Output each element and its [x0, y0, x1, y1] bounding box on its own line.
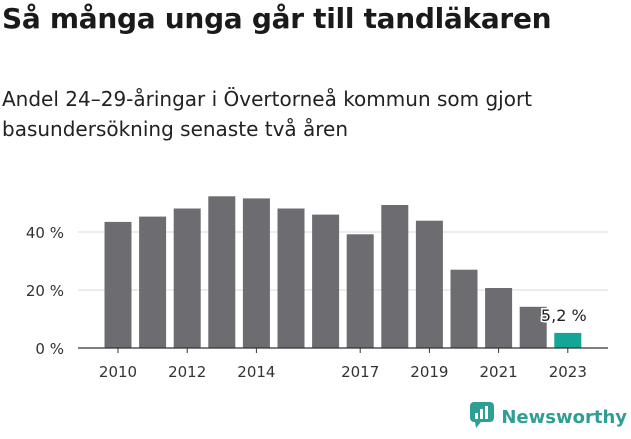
x-tick-label: 2021 [480, 363, 518, 381]
bar [242, 198, 270, 348]
y-tick-label: 0 % [35, 340, 64, 358]
x-tick-label: 2023 [549, 363, 587, 381]
brand-name: Newsworthy [501, 406, 627, 428]
x-tick-label: 2014 [237, 363, 275, 381]
bar [346, 234, 374, 348]
bar [519, 306, 547, 348]
bar [554, 332, 582, 348]
newsworthy-brand: Newsworthy [469, 401, 627, 433]
chart-subtitle: Andel 24–29-åringar i Övertorneå kommun … [2, 87, 533, 141]
y-tick-label: 20 % [26, 282, 64, 300]
bar [485, 288, 513, 348]
bar [173, 208, 201, 348]
chart-title: Så många unga går till tandläkaren [2, 2, 552, 35]
bar [139, 216, 167, 348]
bar [381, 205, 409, 348]
bar [415, 220, 443, 348]
bar [277, 208, 305, 348]
x-tick-label: 2010 [99, 363, 137, 381]
x-tick-label: 2017 [341, 363, 379, 381]
bar [208, 196, 236, 348]
data-label: 5,2 % [541, 306, 587, 325]
x-tick-label: 2012 [168, 363, 206, 381]
bar-chart: 0 % 20 % 40 % 5,2 % 2010 2012 2014 2017 2019 2021… [26, 196, 608, 381]
bar [450, 269, 478, 348]
newsworthy-chart-logo-icon [469, 401, 495, 433]
x-tick-label: 2019 [410, 363, 448, 381]
bar [312, 214, 340, 348]
y-tick-label: 40 % [26, 224, 64, 242]
bar [104, 221, 132, 348]
